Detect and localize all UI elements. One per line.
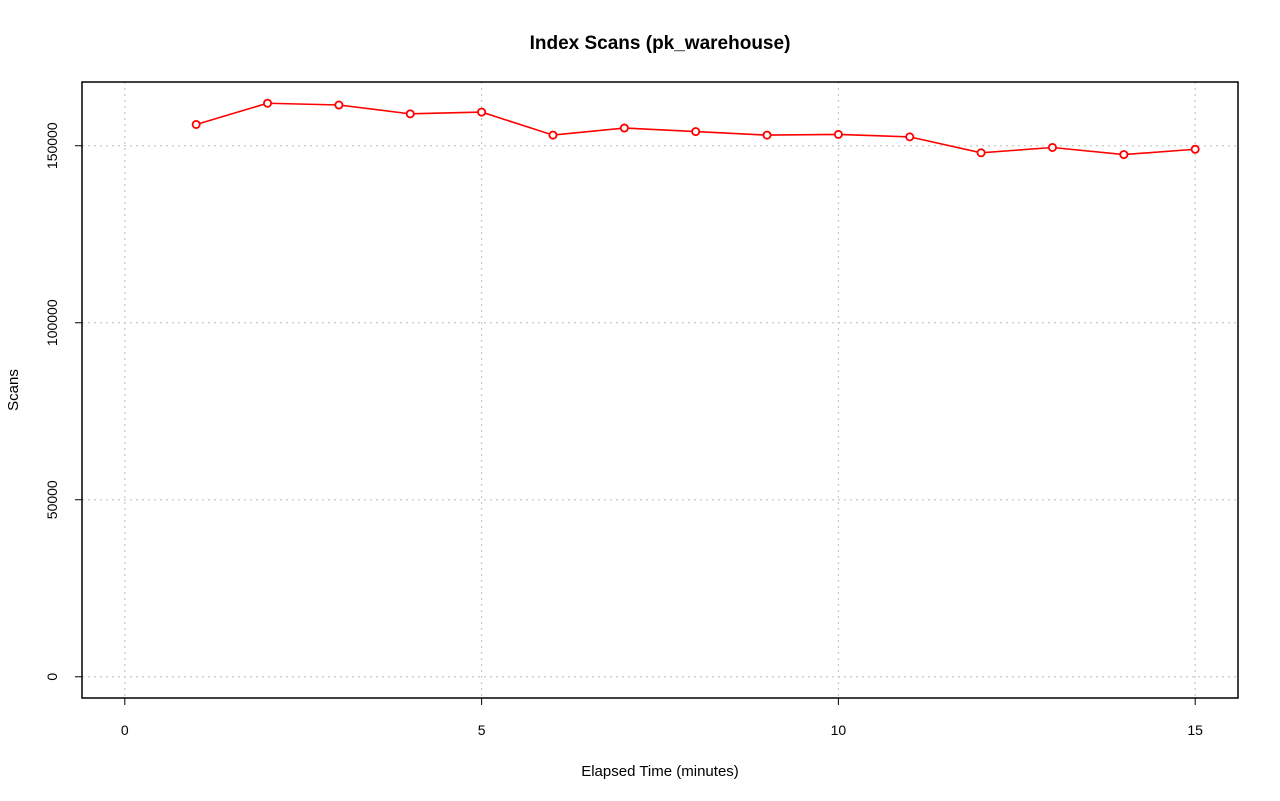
data-point bbox=[334, 100, 344, 110]
x-tick-label: 10 bbox=[831, 722, 847, 738]
data-point bbox=[191, 119, 201, 129]
series-layer bbox=[191, 98, 1200, 160]
chart-title: Index Scans (pk_warehouse) bbox=[530, 33, 791, 54]
y-axis-label: Scans bbox=[5, 369, 22, 411]
data-point bbox=[1190, 144, 1200, 154]
data-point bbox=[1119, 150, 1129, 160]
y-tick-label: 0 bbox=[44, 673, 60, 681]
data-point bbox=[691, 127, 701, 137]
y-tick-label: 100000 bbox=[44, 299, 60, 346]
data-point bbox=[976, 148, 986, 158]
data-point bbox=[1047, 142, 1057, 152]
y-tick-label: 50000 bbox=[44, 480, 60, 519]
plot-frame bbox=[81, 81, 1239, 699]
x-tick-label: 5 bbox=[478, 722, 486, 738]
x-axis-label: Elapsed Time (minutes) bbox=[581, 763, 739, 780]
data-point bbox=[263, 98, 273, 108]
grid bbox=[82, 82, 1238, 698]
data-point bbox=[477, 107, 487, 117]
y-tick-label: 150000 bbox=[44, 122, 60, 169]
x-tick-label: 15 bbox=[1187, 722, 1203, 738]
data-point bbox=[905, 132, 915, 142]
y-axis: 0 50000 100000 150000 bbox=[44, 122, 82, 681]
data-point bbox=[548, 130, 558, 140]
data-point bbox=[619, 123, 629, 133]
data-point bbox=[833, 129, 843, 139]
data-point bbox=[405, 109, 415, 119]
x-axis: 0 5 10 15 bbox=[121, 698, 1203, 738]
x-tick-label: 0 bbox=[121, 722, 129, 738]
data-point bbox=[762, 130, 772, 140]
